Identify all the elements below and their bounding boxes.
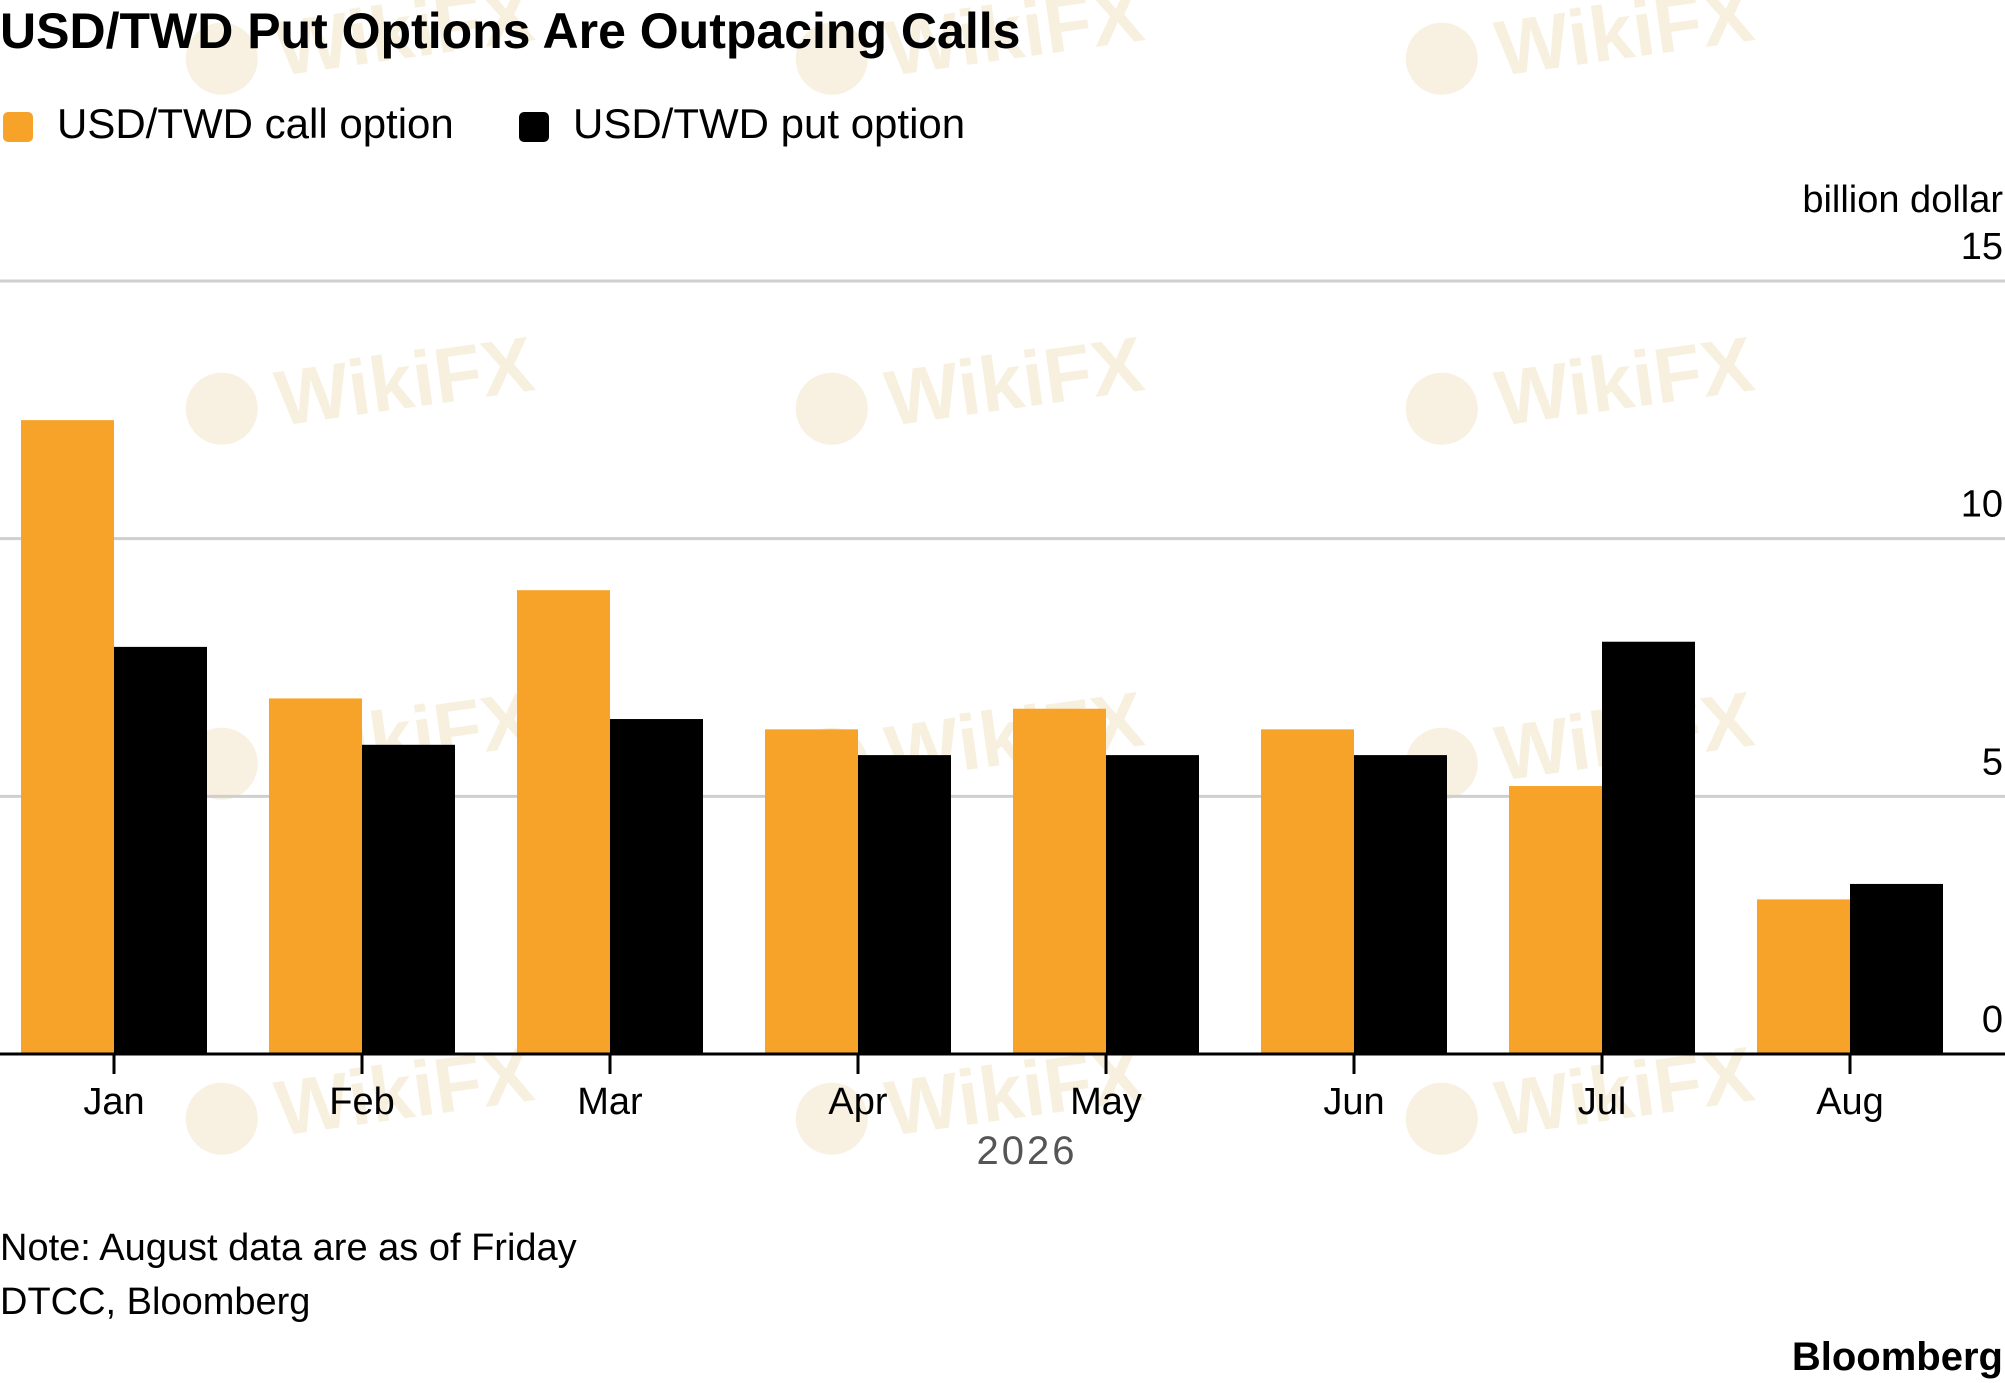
y-tick-label: 5: [1982, 741, 2003, 783]
watermark: WikiFX: [185, 319, 539, 445]
bar-put-aug: [1850, 883, 1943, 1054]
y-tick-label: 15: [1961, 226, 2003, 268]
watermark-logo-icon: [795, 1082, 868, 1155]
watermark-logo-icon: [1405, 1082, 1478, 1155]
watermark: WikiFX: [1405, 319, 1759, 445]
chart-title: USD/TWD Put Options Are Outpacing Calls: [0, 3, 1020, 59]
x-tick-label: Jan: [83, 1081, 144, 1123]
x-tick-label: Feb: [329, 1081, 394, 1123]
watermark-logo-icon: [1405, 372, 1478, 445]
x-tick-label: Jul: [1578, 1081, 1627, 1123]
chart-source: DTCC, Bloomberg: [0, 1281, 310, 1323]
watermark-logo-icon: [795, 372, 868, 445]
bar-call-mar: [517, 590, 610, 1054]
y-tick-label: 10: [1961, 484, 2003, 526]
watermark-logo-icon: [795, 22, 868, 95]
bar-put-may: [1106, 755, 1199, 1054]
legend-label: USD/TWD call option: [57, 100, 454, 147]
x-axis-ticks: Jan Feb Mar Apr May Jun Jul Aug: [83, 1054, 1884, 1123]
legend-label: USD/TWD put option: [573, 100, 965, 147]
bar-call-may: [1013, 708, 1106, 1054]
bar-call-apr: [765, 729, 858, 1054]
x-tick-label: Mar: [577, 1081, 643, 1123]
chart-note: Note: August data are as of Friday: [0, 1227, 577, 1269]
y-tick-label: 0: [1982, 999, 2003, 1041]
legend: USD/TWD call option USD/TWD put option: [3, 100, 965, 147]
y-axis-ticks: 0 5 10 15: [1961, 226, 2003, 1041]
watermark: WikiFX: [795, 319, 1149, 445]
watermark-logo-icon: [185, 22, 258, 95]
watermark: WikiFX: [1405, 0, 1759, 95]
x-tick-label: Apr: [828, 1081, 887, 1123]
watermark-text: WikiFX: [270, 319, 539, 442]
bar-call-jun: [1261, 729, 1354, 1054]
watermark-logo-icon: [185, 372, 258, 445]
x-axis-year-label: 2026: [977, 1129, 1078, 1173]
x-tick-label: Aug: [1816, 1081, 1884, 1123]
watermark-text: WikiFX: [1490, 319, 1759, 442]
bar-put-jun: [1354, 755, 1447, 1054]
watermark-text: WikiFX: [1490, 0, 1759, 93]
x-tick-label: May: [1070, 1081, 1142, 1123]
watermark-logo-icon: [185, 1082, 258, 1155]
bars: [21, 420, 1943, 1054]
bar-call-aug: [1757, 899, 1850, 1054]
bar-call-feb: [269, 698, 362, 1054]
bar-put-feb: [362, 744, 455, 1054]
watermark-logo-icon: [1405, 22, 1478, 95]
bar-call-jan: [21, 420, 114, 1054]
watermark-text: WikiFX: [880, 319, 1149, 442]
bar-put-jan: [114, 646, 207, 1054]
bar-put-mar: [610, 719, 703, 1054]
legend-swatch: [519, 112, 549, 142]
legend-swatch: [3, 112, 33, 142]
bar-put-apr: [858, 755, 951, 1054]
bloomberg-logo: Bloomberg: [1792, 1335, 2003, 1379]
bar-put-jul: [1602, 641, 1695, 1054]
x-tick-label: Jun: [1323, 1081, 1384, 1123]
bar-call-jul: [1509, 786, 1602, 1054]
y-axis-unit-label: billion dollar: [1802, 179, 2003, 221]
